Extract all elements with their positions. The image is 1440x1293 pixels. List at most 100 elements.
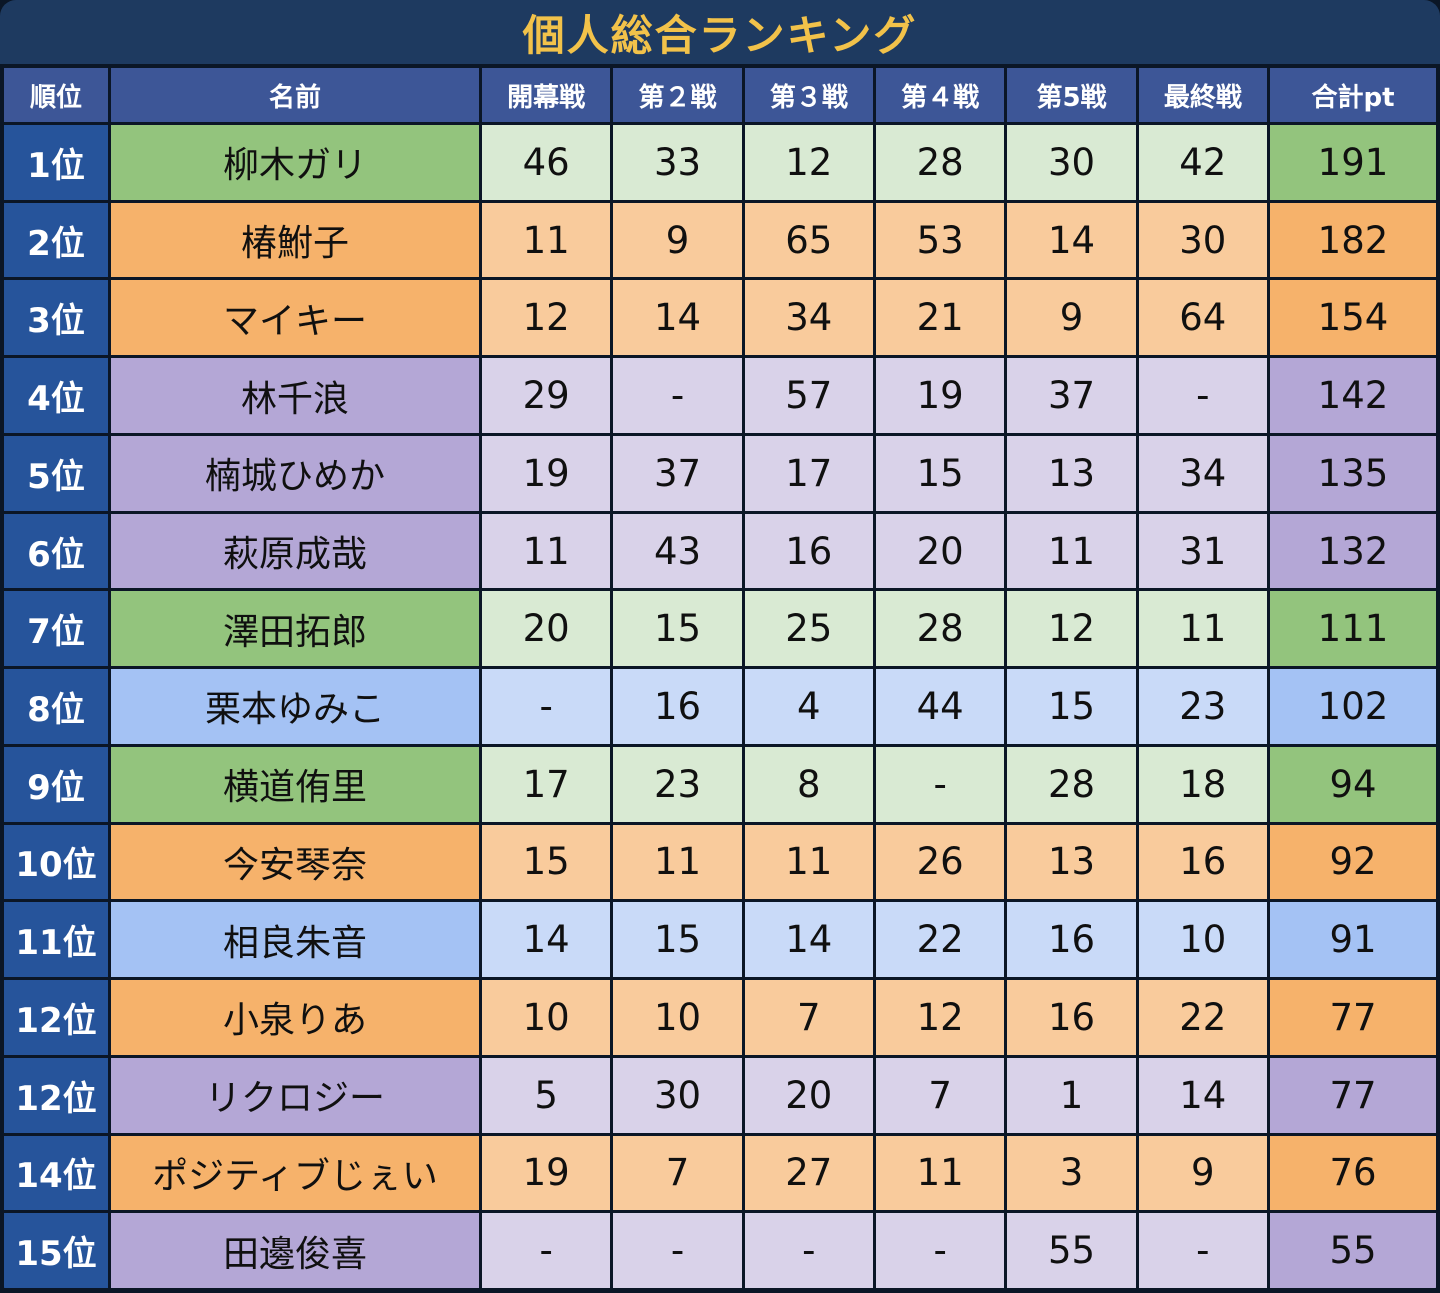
table-row: 7位 澤田拓郎 20 15 25 28 12 11 111 <box>4 591 1436 667</box>
rank-cell: 4位 <box>4 358 108 433</box>
score-cell: 9 <box>1138 1135 1267 1211</box>
score-cell: 29 <box>482 358 611 433</box>
score-cell: 11 <box>482 202 611 278</box>
rank-cell: 12位 <box>4 980 108 1055</box>
score-cell: - <box>1138 358 1267 433</box>
name-cell: 澤田拓郎 <box>111 591 479 667</box>
score-cell: 19 <box>875 358 1005 433</box>
total-cell: 77 <box>1269 1057 1436 1133</box>
score-cell: 22 <box>1138 980 1267 1055</box>
name-cell: 栗本ゆみこ <box>111 669 479 744</box>
score-cell: 10 <box>1138 902 1267 978</box>
name-cell: 横道侑里 <box>111 746 479 822</box>
score-cell: 43 <box>613 513 742 589</box>
score-cell: 5 <box>482 1057 611 1133</box>
table-row: 12位 リクロジー 5 30 20 7 1 14 77 <box>4 1057 1436 1133</box>
header-cell-name: 名前 <box>111 68 479 122</box>
score-cell: 27 <box>744 1135 873 1211</box>
total-cell: 142 <box>1269 358 1436 433</box>
name-cell: ポジティブじぇい <box>111 1135 479 1211</box>
score-cell: 21 <box>875 280 1005 356</box>
score-cell: - <box>482 669 611 744</box>
table-row: 4位 林千浪 29-57 19 37-142 <box>4 358 1436 433</box>
score-cell: 42 <box>1138 125 1267 200</box>
rank-cell: 7位 <box>4 591 108 667</box>
table-row: 2位 椿鮒子 11 9 65 53 14 30 182 <box>4 202 1436 278</box>
score-cell: 11 <box>744 824 873 900</box>
score-cell: - <box>482 1213 611 1288</box>
score-cell: 15 <box>482 824 611 900</box>
score-cell: 11 <box>482 513 611 589</box>
score-cell: 53 <box>875 202 1005 278</box>
header-cell-game-3: 第３戦 <box>744 68 873 122</box>
rank-cell: 5位 <box>4 435 108 511</box>
name-cell: 田邊俊喜 <box>111 1213 479 1288</box>
header-cell-rank: 順位 <box>4 68 108 122</box>
table-row: 10位 今安琴奈 15 11 11 26 13 16 92 <box>4 824 1436 900</box>
name-cell: 楠城ひめか <box>111 435 479 511</box>
header-cell-final: 最終戦 <box>1138 68 1267 122</box>
name-cell: リクロジー <box>111 1057 479 1133</box>
score-cell: 46 <box>482 125 611 200</box>
score-cell: 7 <box>613 1135 742 1211</box>
total-cell: 135 <box>1269 435 1436 511</box>
score-cell: 17 <box>482 746 611 822</box>
score-cell: 37 <box>613 435 742 511</box>
score-cell: 44 <box>875 669 1005 744</box>
score-cell: 15 <box>613 902 742 978</box>
score-cell: 7 <box>875 1057 1005 1133</box>
score-cell: 12 <box>875 980 1005 1055</box>
score-cell: 30 <box>613 1057 742 1133</box>
score-cell: 14 <box>1007 202 1136 278</box>
score-cell: 65 <box>744 202 873 278</box>
rank-cell: 9位 <box>4 746 108 822</box>
ranking-table: 順位 名前 開幕戦 第２戦 第３戦 第４戦 第5戦 最終戦 合計pt 1位 柳木ガ… <box>0 64 1440 1293</box>
rank-cell: 6位 <box>4 513 108 589</box>
total-cell: 55 <box>1269 1213 1436 1288</box>
score-cell: 7 <box>744 980 873 1055</box>
score-cell: 33 <box>613 125 742 200</box>
header-row: 順位 名前 開幕戦 第２戦 第３戦 第４戦 第5戦 最終戦 合計pt <box>4 68 1436 122</box>
score-cell: 11 <box>1007 513 1136 589</box>
table-row: 1位 柳木ガリ 46 33 12 28 30 42 191 <box>4 125 1436 200</box>
score-cell: 57 <box>744 358 873 433</box>
score-cell: 31 <box>1138 513 1267 589</box>
table-row: 6位 萩原成哉 11 43 16 20 11 31 132 <box>4 513 1436 589</box>
score-cell: 14 <box>1138 1057 1267 1133</box>
total-cell: 76 <box>1269 1135 1436 1211</box>
score-cell: 20 <box>744 1057 873 1133</box>
total-cell: 111 <box>1269 591 1436 667</box>
rank-cell: 8位 <box>4 669 108 744</box>
table-row: 12位 小泉りあ 10 10 7 12 16 22 77 <box>4 980 1436 1055</box>
score-cell: 30 <box>1138 202 1267 278</box>
name-cell: 小泉りあ <box>111 980 479 1055</box>
score-cell: 16 <box>1007 980 1136 1055</box>
rank-cell: 2位 <box>4 202 108 278</box>
score-cell: 10 <box>613 980 742 1055</box>
score-cell: 10 <box>482 980 611 1055</box>
table-row: 5位 楠城ひめか 19 37 17 15 13 34 135 <box>4 435 1436 511</box>
score-cell: 15 <box>1007 669 1136 744</box>
total-cell: 77 <box>1269 980 1436 1055</box>
score-cell: - <box>613 1213 742 1288</box>
score-cell: 16 <box>744 513 873 589</box>
header-cell-game-2: 第２戦 <box>613 68 742 122</box>
total-cell: 132 <box>1269 513 1436 589</box>
score-cell: 15 <box>875 435 1005 511</box>
score-cell: 34 <box>1138 435 1267 511</box>
score-cell: 15 <box>613 591 742 667</box>
name-cell: マイキー <box>111 280 479 356</box>
total-cell: 191 <box>1269 125 1436 200</box>
rank-cell: 14位 <box>4 1135 108 1211</box>
header-cell-game-1: 開幕戦 <box>482 68 611 122</box>
name-cell: 萩原成哉 <box>111 513 479 589</box>
total-cell: 94 <box>1269 746 1436 822</box>
page-title: 個人総合ランキング <box>522 10 918 60</box>
score-cell: 23 <box>613 746 742 822</box>
rank-cell: 15位 <box>4 1213 108 1288</box>
score-cell: 16 <box>1138 824 1267 900</box>
total-cell: 92 <box>1269 824 1436 900</box>
score-cell: 28 <box>875 125 1005 200</box>
score-cell: 11 <box>1138 591 1267 667</box>
